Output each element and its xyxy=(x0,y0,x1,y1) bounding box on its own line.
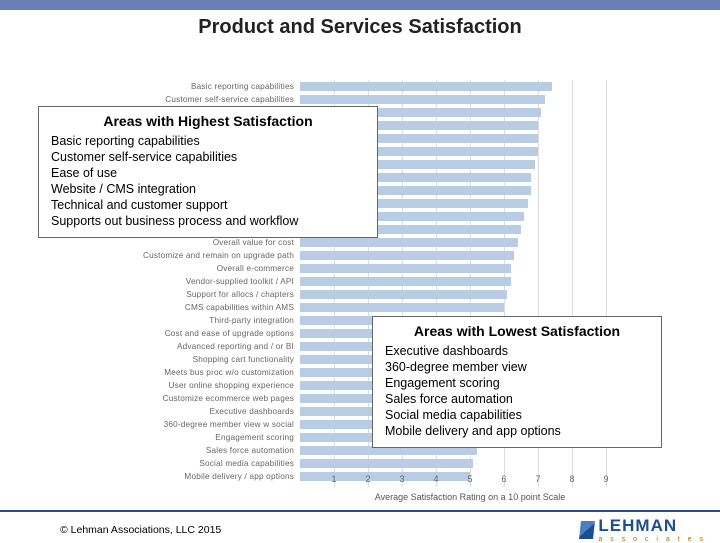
chart-bar xyxy=(300,264,511,273)
chart-bar xyxy=(300,459,473,468)
callout-item: Technical and customer support xyxy=(51,197,365,213)
copyright-text: © Lehman Associations, LLC 2015 xyxy=(60,524,221,536)
callout-item: Sales force automation xyxy=(385,391,649,407)
chart-row: Basic reporting capabilities xyxy=(40,80,640,93)
x-axis-ticks: 1 2 3 4 5 6 7 8 9 xyxy=(300,474,640,488)
callout-item: Customer self-service capabilities xyxy=(51,149,365,165)
callout-item: Mobile delivery and app options xyxy=(385,423,649,439)
chart-row-label: Customize ecommerce web pages xyxy=(40,394,300,403)
chart-row-label: Overall value for cost xyxy=(40,238,300,247)
callout-lowest-satisfaction: Areas with Lowest Satisfaction Executive… xyxy=(372,316,662,448)
x-tick: 5 xyxy=(467,474,472,484)
chart-row-label: Engagement scoring xyxy=(40,433,300,442)
chart-row-label: Social media capabilities xyxy=(40,459,300,468)
page-title-row: Product and Services Satisfaction xyxy=(0,10,720,43)
x-tick: 1 xyxy=(331,474,336,484)
x-tick: 7 xyxy=(535,474,540,484)
chart-row-label: Third-party integration xyxy=(40,316,300,325)
callout-lowest-title: Areas with Lowest Satisfaction xyxy=(385,323,649,339)
chart-row-label: Customer self-service capabilities xyxy=(40,95,300,104)
chart-bar xyxy=(300,251,514,260)
chart-row-label: Support for allocs / chapters xyxy=(40,290,300,299)
chart-row-label: Executive dashboards xyxy=(40,407,300,416)
x-axis-label: Average Satisfaction Rating on a 10 poin… xyxy=(300,492,640,502)
top-accent-bar xyxy=(0,0,720,10)
callout-highest-title: Areas with Highest Satisfaction xyxy=(51,113,365,129)
chart-bar xyxy=(300,82,552,91)
x-tick: 4 xyxy=(433,474,438,484)
chart-row-label: Meets bus proc w/o customization xyxy=(40,368,300,377)
x-tick: 6 xyxy=(501,474,506,484)
callout-highest-list: Basic reporting capabilitiesCustomer sel… xyxy=(51,133,365,229)
callout-item: Engagement scoring xyxy=(385,375,649,391)
x-tick: 8 xyxy=(569,474,574,484)
callout-lowest-list: Executive dashboards360-degree member vi… xyxy=(385,343,649,439)
chart-bar xyxy=(300,303,504,312)
chart-row-label: Overall e-commerce xyxy=(40,264,300,273)
callout-item: Supports out business process and workfl… xyxy=(51,213,365,229)
logo-main-text: LEHMAN xyxy=(598,516,706,536)
chart-row-label: CMS capabilities within AMS xyxy=(40,303,300,312)
chart-row-label: Cost and ease of upgrade options xyxy=(40,329,300,338)
callout-highest-satisfaction: Areas with Highest Satisfaction Basic re… xyxy=(38,106,378,238)
chart-row-label: Mobile delivery / app options xyxy=(40,472,300,481)
brand-logo: LEHMAN a s s o c i a t e s xyxy=(580,516,706,543)
chart-bar xyxy=(300,277,511,286)
callout-item: 360-degree member view xyxy=(385,359,649,375)
chart-row-label: 360-degree member view w social xyxy=(40,420,300,429)
x-tick: 3 xyxy=(399,474,404,484)
chart-row: Customize and remain on upgrade path xyxy=(40,249,640,262)
callout-item: Website / CMS integration xyxy=(51,181,365,197)
chart-row-label: Shopping cart functionality xyxy=(40,355,300,364)
footer: © Lehman Associations, LLC 2015 LEHMAN a… xyxy=(0,510,720,540)
chart-bar xyxy=(300,95,545,104)
chart-row-label: Basic reporting capabilities xyxy=(40,82,300,91)
chart-row-label: Customize and remain on upgrade path xyxy=(40,251,300,260)
chart-row-label: Vendor-supplied toolkit / API xyxy=(40,277,300,286)
callout-item: Ease of use xyxy=(51,165,365,181)
callout-item: Social media capabilities xyxy=(385,407,649,423)
callout-item: Executive dashboards xyxy=(385,343,649,359)
chart-row-label: Advanced reporting and / or BI xyxy=(40,342,300,351)
chart-row: Customer self-service capabilities xyxy=(40,93,640,106)
chart-bar xyxy=(300,290,507,299)
chart-row: Vendor-supplied toolkit / API xyxy=(40,275,640,288)
chart-row: Social media capabilities xyxy=(40,457,640,470)
chart-row: Support for allocs / chapters xyxy=(40,288,640,301)
page-title: Product and Services Satisfaction xyxy=(198,16,521,39)
x-tick: 9 xyxy=(603,474,608,484)
chart-row-label: User online shopping experience xyxy=(40,381,300,390)
x-tick: 2 xyxy=(365,474,370,484)
logo-mark-icon xyxy=(579,521,595,539)
chart-bar xyxy=(300,238,518,247)
chart-row-label: Sales force automation xyxy=(40,446,300,455)
chart-row: CMS capabilities within AMS xyxy=(40,301,640,314)
callout-item: Basic reporting capabilities xyxy=(51,133,365,149)
chart-row: Overall e-commerce xyxy=(40,262,640,275)
